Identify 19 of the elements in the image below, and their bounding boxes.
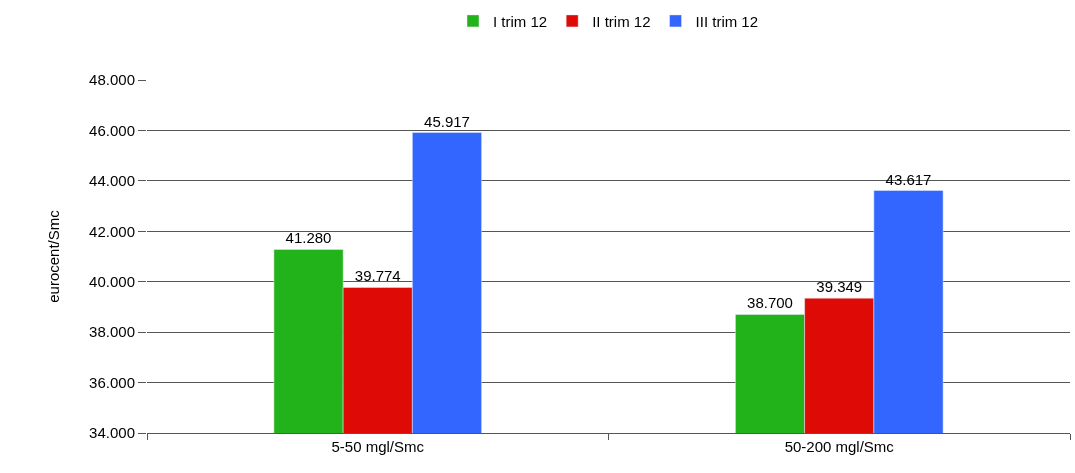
legend-label: I trim 12 bbox=[493, 12, 548, 30]
y-tick-label: 40.000 bbox=[89, 272, 135, 290]
x-tick-label: 50-200 mgl/Smc bbox=[784, 438, 895, 455]
y-tick-label: 46.000 bbox=[89, 121, 135, 139]
legend-label: III trim 12 bbox=[695, 12, 759, 30]
data-label: 45.917 bbox=[424, 112, 470, 130]
y-tick-label: 38.000 bbox=[89, 323, 135, 341]
legend-label: II trim 12 bbox=[592, 12, 651, 30]
data-label: 38.700 bbox=[747, 294, 793, 312]
y-tick-label: 42.000 bbox=[89, 222, 135, 240]
data-label: 39.774 bbox=[354, 267, 401, 285]
y-tick-label: 44.000 bbox=[89, 172, 135, 190]
data-label: 39.349 bbox=[816, 278, 863, 296]
x-tick-label: 5-50 mgl/Smc bbox=[331, 438, 425, 455]
y-axis-title: eurocent/Smc bbox=[45, 209, 63, 303]
y-tick-label: 34.000 bbox=[89, 424, 135, 442]
y-tick-label: 36.000 bbox=[89, 373, 135, 391]
y-tick-label: 48.000 bbox=[89, 71, 135, 89]
data-label: 41.280 bbox=[285, 229, 332, 247]
